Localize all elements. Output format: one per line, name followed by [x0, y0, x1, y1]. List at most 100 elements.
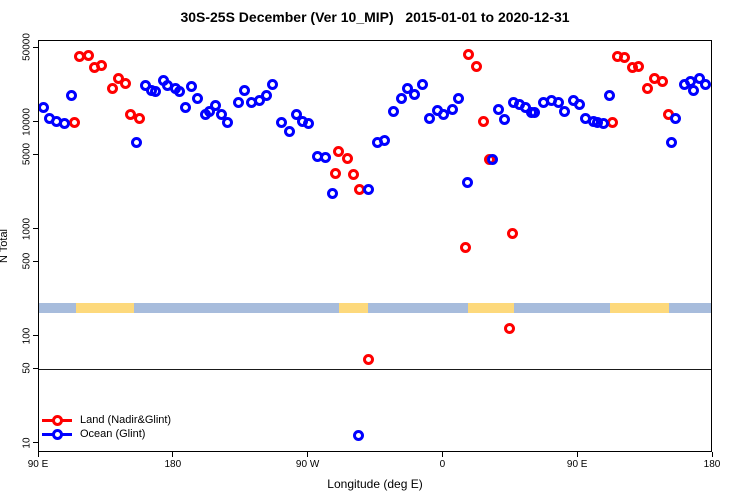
data-point-land	[470, 61, 482, 73]
data-point-ocean	[222, 117, 234, 129]
y-tick-mark	[33, 367, 38, 369]
data-point-land	[506, 228, 518, 240]
strip-segment-ocean	[368, 303, 468, 313]
strip-segment-ocean	[514, 303, 611, 313]
data-point-ocean	[180, 101, 192, 113]
data-point-ocean	[186, 81, 198, 93]
y-tick-mark	[33, 228, 38, 230]
x-tick-mark	[711, 452, 713, 457]
data-point-land	[330, 167, 342, 179]
data-point-land	[463, 49, 475, 61]
data-point-ocean	[409, 89, 421, 101]
data-point-ocean	[174, 85, 186, 97]
strip-segment-land	[339, 303, 369, 313]
data-point-ocean	[499, 114, 511, 126]
y-tick-mark	[33, 46, 38, 48]
reference-line-50	[39, 369, 711, 370]
y-tick-label: 500	[21, 252, 33, 270]
ocean-marker-icon	[42, 428, 72, 440]
x-tick-mark	[576, 452, 578, 457]
data-point-land	[133, 112, 145, 124]
data-point-land	[120, 77, 132, 89]
data-point-land	[460, 242, 472, 254]
ocean-circle-icon	[52, 428, 63, 440]
strip-segment-ocean	[669, 303, 711, 313]
y-tick-label: 1000	[21, 217, 33, 241]
data-point-land	[348, 169, 360, 180]
data-point-land	[96, 60, 108, 72]
data-point-ocean	[553, 97, 565, 109]
y-tick-mark	[33, 335, 38, 337]
data-point-ocean	[319, 151, 331, 163]
y-tick-mark	[33, 153, 38, 155]
data-point-land	[503, 323, 515, 335]
y-tick-mark	[33, 442, 38, 444]
data-point-ocean	[150, 85, 162, 97]
data-point-land	[342, 152, 354, 164]
strip-segment-ocean	[134, 303, 340, 313]
data-point-ocean	[58, 118, 70, 130]
data-point-ocean	[520, 101, 532, 113]
plot-area	[38, 40, 712, 452]
y-axis-title: N Total	[0, 228, 10, 263]
legend-label-land: Land (Nadir&Glint)	[80, 414, 172, 426]
data-point-ocean	[700, 79, 711, 91]
data-point-ocean	[487, 153, 499, 165]
data-point-ocean	[253, 95, 265, 107]
data-point-land	[619, 52, 631, 64]
x-tick-label: 0	[439, 459, 446, 470]
data-point-ocean	[416, 79, 428, 91]
chart-title: 30S-25S December (Ver 10_MIP) 2015-01-01…	[180, 9, 570, 25]
data-point-ocean	[665, 136, 677, 148]
data-point-ocean	[446, 103, 458, 115]
x-tick-mark	[441, 452, 443, 457]
y-tick-label: 10000	[21, 108, 33, 136]
data-point-ocean	[283, 125, 295, 137]
data-point-land	[641, 82, 653, 94]
strip-segment-land	[610, 303, 670, 313]
data-point-ocean	[604, 90, 616, 102]
strip-segment-ocean	[39, 303, 76, 313]
x-tick-label: 90 E	[27, 459, 49, 470]
data-point-ocean	[401, 83, 413, 95]
x-tick-mark	[307, 452, 309, 457]
data-point-ocean	[130, 136, 142, 148]
data-point-ocean	[238, 84, 250, 96]
data-point-ocean	[461, 176, 473, 188]
legend-item-land: Land (Nadir&Glint)	[42, 413, 171, 427]
data-point-land	[69, 117, 81, 129]
land-marker-icon	[42, 414, 72, 426]
y-tick-label: 5000	[21, 143, 33, 166]
x-tick-label: 180	[703, 459, 721, 470]
data-point-ocean	[688, 84, 700, 96]
data-point-ocean	[39, 101, 49, 113]
y-tick-label: 50000	[21, 33, 33, 62]
x-axis-title: Longitude (deg E)	[327, 477, 423, 491]
data-point-land	[333, 146, 345, 158]
data-point-ocean	[493, 103, 505, 115]
data-point-ocean	[66, 90, 78, 102]
x-tick-label: 90 W	[295, 459, 320, 470]
data-point-ocean	[395, 92, 407, 104]
y-tick-label: 50	[21, 362, 33, 374]
data-point-ocean	[291, 108, 303, 120]
data-point-ocean	[452, 93, 464, 105]
data-point-ocean	[379, 135, 391, 147]
data-point-ocean	[352, 430, 364, 442]
legend-label-ocean: Ocean (Glint)	[80, 428, 146, 440]
data-point-land	[656, 76, 668, 88]
data-point-ocean	[529, 107, 541, 119]
data-point-ocean	[694, 72, 706, 84]
data-point-ocean	[261, 90, 273, 102]
strip-segment-land	[75, 303, 135, 313]
x-tick-label: 180	[164, 459, 182, 470]
legend: Land (Nadir&Glint) Ocean (Glint)	[42, 413, 171, 441]
y-tick-label: 10	[21, 437, 33, 449]
x-tick-mark	[37, 452, 39, 457]
data-point-ocean	[437, 109, 449, 121]
data-point-ocean	[303, 118, 315, 130]
data-point-ocean	[216, 109, 228, 121]
data-point-land	[478, 115, 490, 127]
data-point-ocean	[276, 117, 288, 129]
